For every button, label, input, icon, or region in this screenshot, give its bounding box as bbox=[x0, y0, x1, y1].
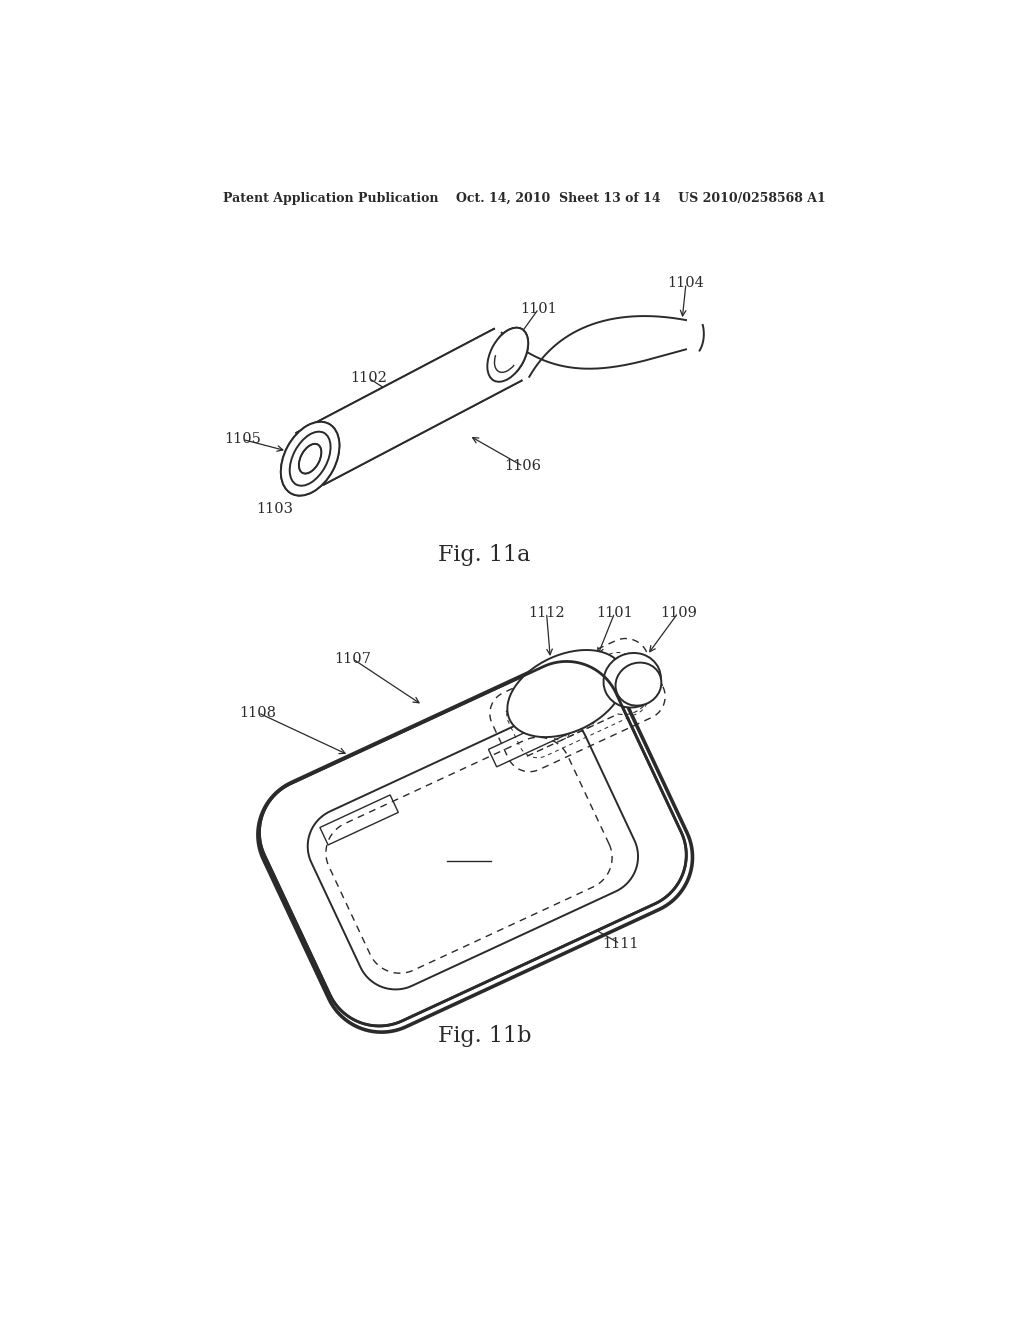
Text: Fig. 11b: Fig. 11b bbox=[437, 1026, 531, 1047]
Text: 1111: 1111 bbox=[602, 937, 638, 950]
Ellipse shape bbox=[299, 444, 322, 474]
Text: 1105: 1105 bbox=[224, 433, 261, 446]
Polygon shape bbox=[502, 315, 703, 380]
Ellipse shape bbox=[487, 327, 528, 381]
Polygon shape bbox=[296, 329, 521, 484]
Text: 1106: 1106 bbox=[505, 459, 542, 474]
Text: 1101: 1101 bbox=[520, 301, 557, 315]
Ellipse shape bbox=[487, 327, 528, 381]
Polygon shape bbox=[259, 661, 686, 1026]
Ellipse shape bbox=[615, 663, 662, 706]
Text: 1103: 1103 bbox=[257, 502, 294, 516]
Text: Fig. 11a: Fig. 11a bbox=[438, 544, 530, 566]
Ellipse shape bbox=[281, 422, 339, 495]
Ellipse shape bbox=[290, 432, 331, 486]
Text: 1109: 1109 bbox=[659, 606, 696, 619]
Text: 1104: 1104 bbox=[668, 276, 705, 290]
Text: 1108: 1108 bbox=[240, 706, 276, 719]
Polygon shape bbox=[296, 329, 521, 484]
Ellipse shape bbox=[281, 422, 339, 495]
Text: 1107: 1107 bbox=[334, 652, 371, 665]
Ellipse shape bbox=[507, 649, 625, 737]
Ellipse shape bbox=[299, 444, 322, 474]
Polygon shape bbox=[308, 713, 638, 990]
Polygon shape bbox=[319, 795, 398, 845]
Text: 1102: 1102 bbox=[350, 371, 387, 385]
Ellipse shape bbox=[290, 432, 331, 486]
Text: 1101: 1101 bbox=[596, 606, 633, 619]
Polygon shape bbox=[488, 717, 567, 767]
Text: Patent Application Publication    Oct. 14, 2010  Sheet 13 of 14    US 2010/02585: Patent Application Publication Oct. 14, … bbox=[223, 191, 826, 205]
Ellipse shape bbox=[603, 653, 660, 708]
Text: 1112: 1112 bbox=[528, 606, 565, 619]
Text: 1110: 1110 bbox=[451, 849, 487, 862]
